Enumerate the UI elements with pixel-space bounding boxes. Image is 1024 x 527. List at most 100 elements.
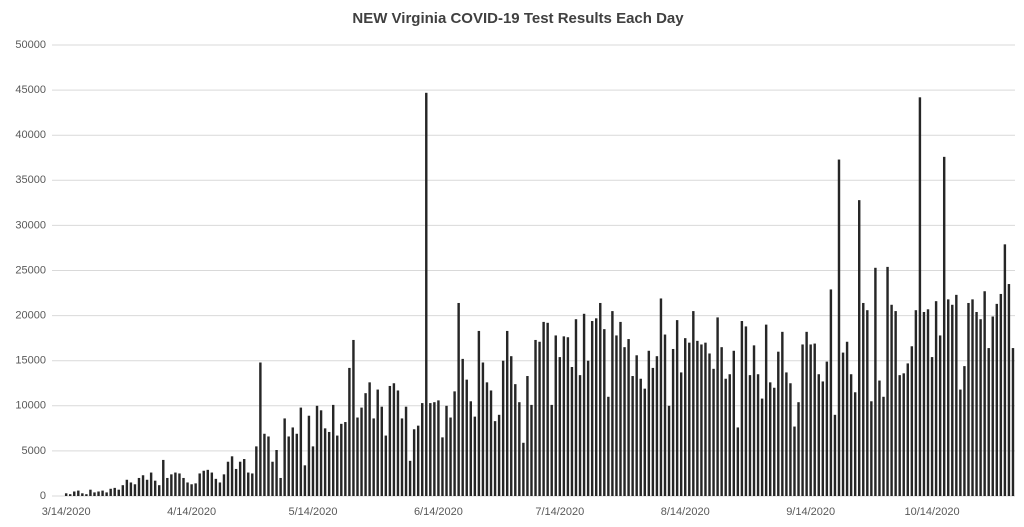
bar: [530, 404, 533, 496]
bar: [809, 344, 812, 496]
bar: [752, 345, 756, 496]
bar: [153, 480, 157, 496]
bar: [1003, 244, 1007, 496]
bar: [170, 474, 173, 496]
bar: [283, 418, 286, 496]
bar: [469, 401, 472, 496]
bar: [101, 490, 104, 496]
bar: [886, 266, 889, 496]
bar: [679, 372, 683, 496]
bar: [400, 418, 404, 496]
bar: [247, 472, 250, 496]
bar: [736, 427, 740, 496]
bar: [392, 383, 396, 496]
bar: [983, 291, 986, 496]
bar: [449, 417, 452, 496]
bar: [433, 402, 436, 496]
bar: [222, 474, 226, 496]
x-tick-label: 4/14/2020: [167, 506, 216, 518]
bar: [926, 309, 930, 496]
bar: [967, 302, 970, 496]
bar: [987, 348, 990, 496]
bar: [412, 429, 416, 496]
bar: [764, 324, 768, 496]
bar: [631, 376, 634, 496]
bar: [979, 319, 982, 496]
bar: [291, 427, 294, 496]
bar: [457, 302, 460, 496]
bar: [477, 330, 481, 496]
bar: [461, 358, 464, 496]
bar: [344, 422, 347, 496]
bar: [364, 393, 367, 496]
bar: [720, 347, 723, 496]
bar: [647, 350, 651, 496]
bar: [194, 483, 197, 496]
bar: [141, 475, 145, 496]
bar: [951, 304, 954, 496]
bar: [611, 311, 614, 496]
bar: [453, 391, 456, 496]
bar: [744, 326, 748, 496]
bar: [81, 493, 84, 496]
bar: [724, 378, 727, 496]
bar: [712, 368, 715, 496]
bar: [473, 416, 477, 496]
bar: [623, 347, 626, 496]
y-tick-label: 5000: [22, 445, 46, 457]
bar: [279, 477, 282, 496]
bar: [615, 335, 618, 496]
bar: [166, 477, 169, 496]
bar: [307, 415, 311, 496]
bar: [238, 461, 242, 496]
bar: [518, 402, 521, 496]
bar: [315, 405, 319, 496]
bar: [910, 346, 914, 496]
bar: [586, 360, 590, 496]
bar: [178, 473, 181, 496]
bar: [858, 200, 861, 497]
bar: [542, 321, 545, 496]
bar: [704, 342, 707, 496]
bar: [319, 410, 323, 496]
bar: [158, 485, 161, 496]
bar: [546, 322, 549, 496]
bar: [688, 342, 691, 496]
bar: [493, 421, 497, 496]
bar: [465, 379, 468, 496]
bar: [129, 482, 133, 496]
bar: [740, 321, 744, 496]
bar: [841, 352, 845, 496]
bar: [639, 378, 642, 496]
bar: [947, 299, 950, 496]
y-tick-label: 20000: [15, 310, 46, 322]
bar: [760, 398, 764, 496]
bar: [578, 375, 582, 496]
bar: [489, 390, 493, 496]
bar: [942, 156, 946, 496]
y-tick-label: 40000: [15, 129, 46, 141]
bar: [700, 344, 703, 496]
bar: [295, 433, 299, 496]
bar: [748, 375, 752, 496]
bar: [425, 92, 428, 496]
x-tick-label: 5/14/2020: [289, 506, 338, 518]
bar: [85, 494, 88, 496]
bar: [684, 338, 687, 496]
bar: [368, 382, 371, 496]
bar: [327, 431, 331, 496]
bar: [902, 373, 905, 496]
bar: [404, 406, 408, 496]
bar: [930, 357, 934, 496]
bar: [768, 382, 772, 496]
bar: [255, 446, 258, 496]
bar: [77, 490, 80, 496]
bar: [323, 428, 327, 496]
y-tick-label: 50000: [15, 39, 46, 51]
y-tick-label: 10000: [15, 400, 46, 412]
bar: [497, 414, 501, 496]
bar: [259, 362, 262, 496]
bar: [287, 436, 290, 496]
bar: [914, 310, 918, 496]
